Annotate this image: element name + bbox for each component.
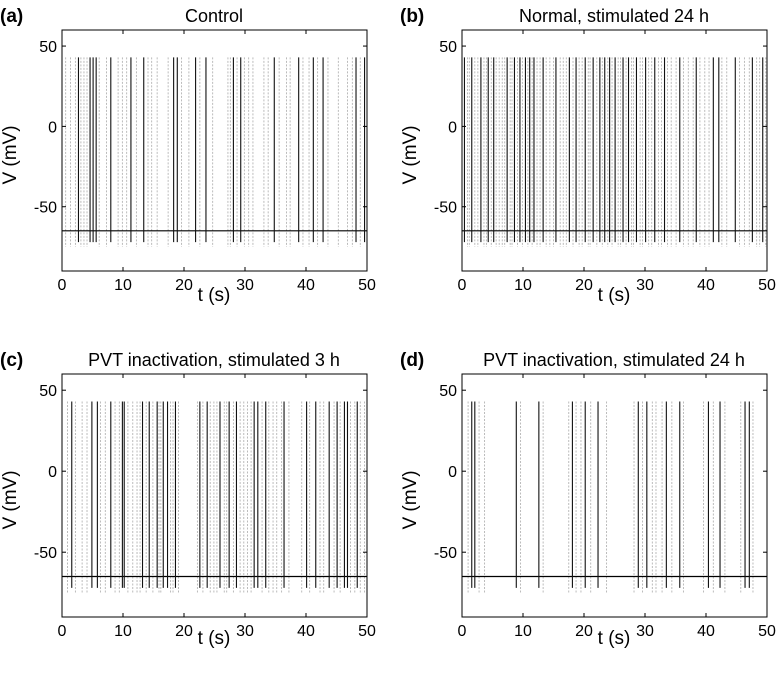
panel-a-letter: (a) xyxy=(0,6,23,27)
panel-c-title: PVT inactivation, stimulated 3 h xyxy=(88,350,340,370)
panel-d-x-tick-label: 20 xyxy=(575,623,593,640)
panel-a-axes-frame xyxy=(61,29,368,272)
panel-b-y-tick-label: 50 xyxy=(439,39,457,56)
panel-a-x-tick-label: 50 xyxy=(358,277,376,294)
panel-c-letter: (c) xyxy=(0,350,23,371)
panel-b-y-tick-label: 0 xyxy=(448,119,457,136)
panel-a-y-tick-label: -50 xyxy=(34,200,57,217)
panel-b-x-tick-label: 20 xyxy=(575,277,593,294)
panel-b-axes-frame xyxy=(461,29,768,272)
panel-c-y-tick-label: 50 xyxy=(39,383,57,400)
panel-b-x-axis-label: t (s) xyxy=(598,285,631,306)
panel-d-x-tick-label: 30 xyxy=(636,623,654,640)
panel-c-x-tick-label: 30 xyxy=(236,623,254,640)
panel-b-x-tick-label: 50 xyxy=(758,277,776,294)
panel-d-x-tick-label: 40 xyxy=(697,623,715,640)
panel-a-x-axis-label: t (s) xyxy=(198,285,231,306)
panel-d-y-tick-label: 50 xyxy=(439,383,457,400)
panel-d-title: PVT inactivation, stimulated 24 h xyxy=(483,350,745,370)
panel-a-y-tick-label: 0 xyxy=(48,119,57,136)
panel-c-y-tick-label: -50 xyxy=(34,545,57,562)
panel-d-plot-area: 0 10 20 30 40 50 50 0 -50 xyxy=(434,373,776,640)
panel-d-letter: (d) xyxy=(400,350,424,371)
panel-d-x-tick-label: 10 xyxy=(514,623,532,640)
panel-a-title: Control xyxy=(185,6,243,26)
panel-c: (c) PVT inactivation, stimulated 3 h 0 10… xyxy=(0,350,376,649)
panel-a-x-tick-label: 20 xyxy=(175,277,193,294)
panel-b: (b) Normal, stimulated 24 h 0 10 20 30 40 50 5… xyxy=(400,6,776,306)
panel-b-x-tick-label: 40 xyxy=(697,277,715,294)
panel-c-x-tick-label: 10 xyxy=(114,623,132,640)
panel-a: (a) Control 0 10 20 30 40 50 50 0 -50 t (s) V (m… xyxy=(0,6,376,306)
panel-c-y-axis-label: V (mV) xyxy=(0,470,21,529)
panel-a-x-tick-label: 40 xyxy=(297,277,315,294)
panel-a-x-tick-label: 30 xyxy=(236,277,254,294)
panel-b-y-tick-label: -50 xyxy=(434,200,457,217)
panel-d-x-tick-label: 0 xyxy=(458,623,467,640)
panel-b-plot-area: 0 10 20 30 40 50 50 0 -50 xyxy=(434,29,776,294)
panel-d-y-tick-label: -50 xyxy=(434,545,457,562)
panel-a-y-axis-label: V (mV) xyxy=(0,125,21,184)
panel-b-y-axis-label: V (mV) xyxy=(400,125,421,184)
panel-c-x-tick-label: 20 xyxy=(175,623,193,640)
panel-a-plot-area: 0 10 20 30 40 50 50 0 -50 xyxy=(34,29,376,294)
panel-c-plot-area: 0 10 20 30 40 50 50 0 -50 xyxy=(34,373,376,640)
panel-d-y-axis-label: V (mV) xyxy=(400,470,421,529)
panel-b-letter: (b) xyxy=(400,6,424,27)
panel-d-x-tick-label: 50 xyxy=(758,623,776,640)
panel-a-x-tick-label: 10 xyxy=(114,277,132,294)
panel-a-y-tick-label: 50 xyxy=(39,39,57,56)
panel-d-axes-frame xyxy=(461,373,768,618)
panel-c-x-tick-label: 0 xyxy=(58,623,67,640)
panel-d: (d) PVT inactivation, stimulated 24 h 0 1… xyxy=(400,350,776,649)
panel-a-x-tick-label: 0 xyxy=(58,277,67,294)
panel-c-x-tick-label: 40 xyxy=(297,623,315,640)
panel-c-y-tick-label: 0 xyxy=(48,464,57,481)
panel-c-x-tick-label: 50 xyxy=(358,623,376,640)
panel-c-x-axis-label: t (s) xyxy=(198,628,231,649)
panel-d-x-axis-label: t (s) xyxy=(598,628,631,649)
panel-d-y-tick-label: 0 xyxy=(448,464,457,481)
panel-b-x-tick-label: 30 xyxy=(636,277,654,294)
panel-c-axes-frame xyxy=(61,373,368,618)
panel-b-x-tick-label: 10 xyxy=(514,277,532,294)
panel-b-x-tick-label: 0 xyxy=(458,277,467,294)
panel-b-title: Normal, stimulated 24 h xyxy=(519,6,709,26)
